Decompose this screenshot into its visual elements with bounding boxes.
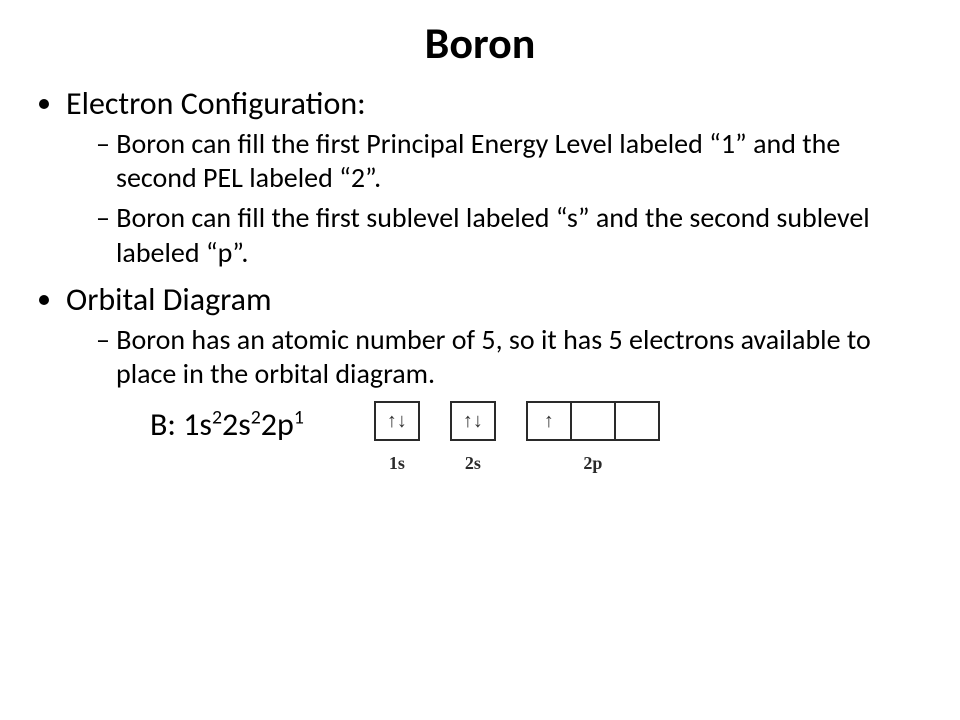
- orbital-group-2s: ↑↓ 2s: [450, 401, 496, 474]
- electron-configuration: B: 1s22s22p1: [150, 405, 304, 444]
- orbital-box: ↑↓: [374, 401, 420, 441]
- econfig-sup: 2: [212, 405, 222, 429]
- orbital-label: 1s: [389, 453, 405, 474]
- orbital-diagram: ↑↓ 1s ↑↓ 2s ↑ 2p: [374, 401, 660, 474]
- bullet-text: Electron Configuration:: [66, 84, 366, 123]
- bottom-row: B: 1s22s22p1 ↑↓ 1s ↑↓ 2s ↑: [40, 401, 920, 474]
- econfig-sup: 2: [251, 405, 261, 429]
- orbital-label: 2s: [465, 453, 481, 474]
- orbital-group-2p: ↑ 2p: [526, 401, 660, 474]
- orbital-boxes: ↑: [526, 401, 660, 441]
- orbital-box: ↑: [526, 401, 572, 441]
- orbital-label: 2p: [583, 453, 602, 474]
- econfig-part: B: 1s: [150, 405, 212, 444]
- econfig-part: 2p: [261, 405, 294, 444]
- orbital-boxes: ↑↓: [374, 401, 420, 441]
- sub-bullet: Boron has an atomic number of 5, so it h…: [96, 323, 920, 391]
- orbital-box: [570, 401, 616, 441]
- sub-bullet: Boron can fill the first Principal Energ…: [96, 127, 920, 195]
- bullet-orbital-diagram: Orbital Diagram Boron has an atomic numb…: [66, 280, 920, 391]
- sub-bullet: Boron can fill the first sublevel labele…: [96, 201, 920, 269]
- bullet-electron-config: Electron Configuration: Boron can fill t…: [66, 84, 920, 270]
- sub-bullet-list: Boron has an atomic number of 5, so it h…: [96, 323, 920, 391]
- sub-bullet-list: Boron can fill the first Principal Energ…: [96, 127, 920, 270]
- orbital-boxes: ↑↓: [450, 401, 496, 441]
- slide: Boron Electron Configuration: Boron can …: [0, 0, 960, 720]
- econfig-part: 2s: [222, 405, 251, 444]
- orbital-box: [614, 401, 660, 441]
- orbital-group-1s: ↑↓ 1s: [374, 401, 420, 474]
- bullet-list: Electron Configuration: Boron can fill t…: [66, 84, 920, 391]
- econfig-sup: 1: [294, 405, 304, 429]
- slide-title: Boron: [40, 16, 920, 70]
- bullet-text: Orbital Diagram: [66, 280, 272, 319]
- orbital-box: ↑↓: [450, 401, 496, 441]
